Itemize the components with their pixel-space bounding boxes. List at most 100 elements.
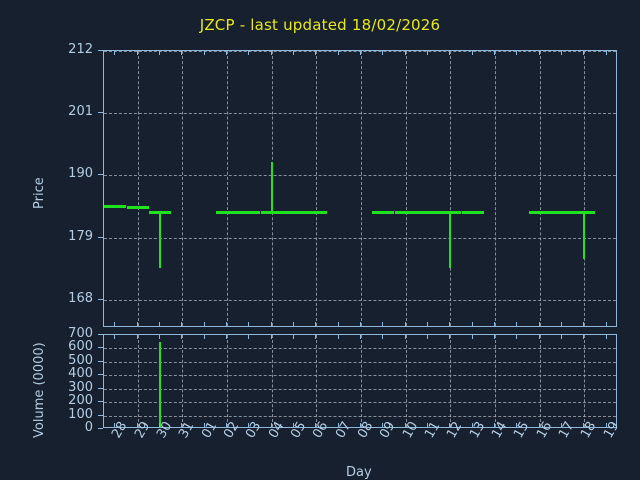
- volume-y-tick: [98, 374, 103, 376]
- x-tick: [605, 50, 607, 55]
- x-tick: [114, 334, 116, 339]
- x-tick: [337, 322, 339, 327]
- x-tick: [136, 423, 138, 428]
- price-y-label: 201: [68, 104, 93, 120]
- x-tick: [203, 322, 205, 327]
- volume-y-tick: [98, 347, 103, 349]
- price-gridline-vertical: [361, 51, 362, 326]
- x-tick: [181, 423, 183, 428]
- x-tick: [292, 50, 294, 55]
- price-gridline-vertical: [539, 51, 541, 326]
- volume-gridline: [104, 348, 616, 350]
- x-tick: [538, 50, 540, 55]
- price-gridline: [104, 175, 616, 177]
- x-tick: [471, 334, 473, 339]
- x-tick: [315, 322, 317, 327]
- volume-axis-title: Volume (0000): [32, 342, 47, 438]
- ohlc-open-tick: [394, 210, 406, 214]
- ohlc-wick: [583, 211, 586, 260]
- volume-y-label: 100: [68, 406, 93, 422]
- x-tick: [360, 423, 361, 428]
- price-y-tick: [98, 50, 103, 51]
- x-tick: [605, 334, 607, 339]
- x-tick: [158, 423, 160, 428]
- ohlc-close-tick: [249, 210, 261, 214]
- price-gridline-vertical: [182, 51, 184, 326]
- ohlc-open-tick: [573, 210, 585, 214]
- price-y-label: 179: [68, 228, 93, 244]
- x-tick: [158, 334, 160, 339]
- x-tick: [427, 50, 429, 55]
- volume-gridline-vertical: [450, 335, 452, 427]
- ohlc-close-tick: [562, 210, 574, 214]
- volume-gridline: [104, 388, 616, 390]
- volume-gridline: [104, 375, 616, 377]
- x-tick: [449, 322, 451, 327]
- x-tick: [494, 50, 496, 55]
- x-tick: [114, 322, 116, 327]
- volume-gridline-vertical: [539, 335, 541, 427]
- chart-title: JZCP - last updated 18/02/2026: [199, 16, 441, 34]
- volume-plot-frame: [103, 334, 617, 428]
- price-y-label: 168: [68, 290, 93, 306]
- x-tick: [292, 423, 294, 428]
- volume-y-tick: [98, 387, 103, 389]
- x-tick: [427, 322, 429, 327]
- price-gridline: [104, 237, 616, 239]
- x-tick: [471, 50, 473, 55]
- price-gridline: [104, 299, 616, 301]
- x-tick: [538, 322, 540, 327]
- x-tick: [427, 334, 429, 339]
- x-tick: [203, 423, 205, 428]
- x-tick: [583, 423, 585, 428]
- x-tick: [538, 423, 540, 428]
- volume-y-label: 700: [68, 326, 93, 341]
- volume-y-label: 600: [68, 339, 93, 355]
- price-plot-area: [104, 51, 616, 326]
- ohlc-open-tick: [260, 210, 272, 214]
- ohlc-open-tick: [104, 205, 116, 209]
- x-tick: [203, 50, 205, 55]
- volume-bar: [158, 341, 161, 427]
- x-tick: [337, 334, 339, 339]
- x-tick: [494, 334, 496, 339]
- volume-gridline-vertical: [226, 335, 228, 427]
- x-tick: [516, 334, 518, 339]
- x-tick: [225, 322, 227, 327]
- ohlc-close-tick: [226, 210, 238, 214]
- price-y-tick: [98, 174, 103, 176]
- price-y-tick: [98, 112, 103, 114]
- price-plot-frame: [103, 50, 617, 327]
- x-tick: [270, 322, 272, 327]
- ohlc-wick: [449, 211, 452, 269]
- x-tick: [516, 322, 518, 327]
- x-tick: [449, 334, 451, 339]
- ohlc-open-tick: [215, 210, 227, 214]
- x-tick: [248, 423, 250, 428]
- ohlc-close-tick: [271, 210, 283, 214]
- x-tick: [449, 50, 451, 55]
- x-tick: [471, 322, 473, 327]
- x-tick: [181, 50, 183, 55]
- x-tick: [583, 50, 585, 55]
- x-tick: [225, 50, 227, 55]
- x-tick: [337, 423, 339, 428]
- volume-gridline: [104, 361, 616, 363]
- ohlc-close-tick: [137, 206, 149, 210]
- price-gridline: [104, 113, 616, 115]
- ohlc-close-tick: [383, 210, 395, 214]
- ohlc-open-tick: [439, 210, 451, 214]
- x-tick: [270, 334, 272, 339]
- ohlc-open-tick: [528, 210, 540, 214]
- x-tick: [248, 334, 250, 339]
- ohlc-open-tick: [372, 210, 384, 214]
- x-tick: [605, 423, 607, 428]
- ohlc-open-tick: [238, 210, 250, 214]
- x-tick: [248, 322, 250, 327]
- price-y-label: 190: [68, 166, 93, 182]
- x-tick: [114, 423, 116, 428]
- ohlc-open-tick: [305, 210, 317, 214]
- volume-y-label: 300: [68, 379, 93, 395]
- x-tick: [292, 334, 294, 339]
